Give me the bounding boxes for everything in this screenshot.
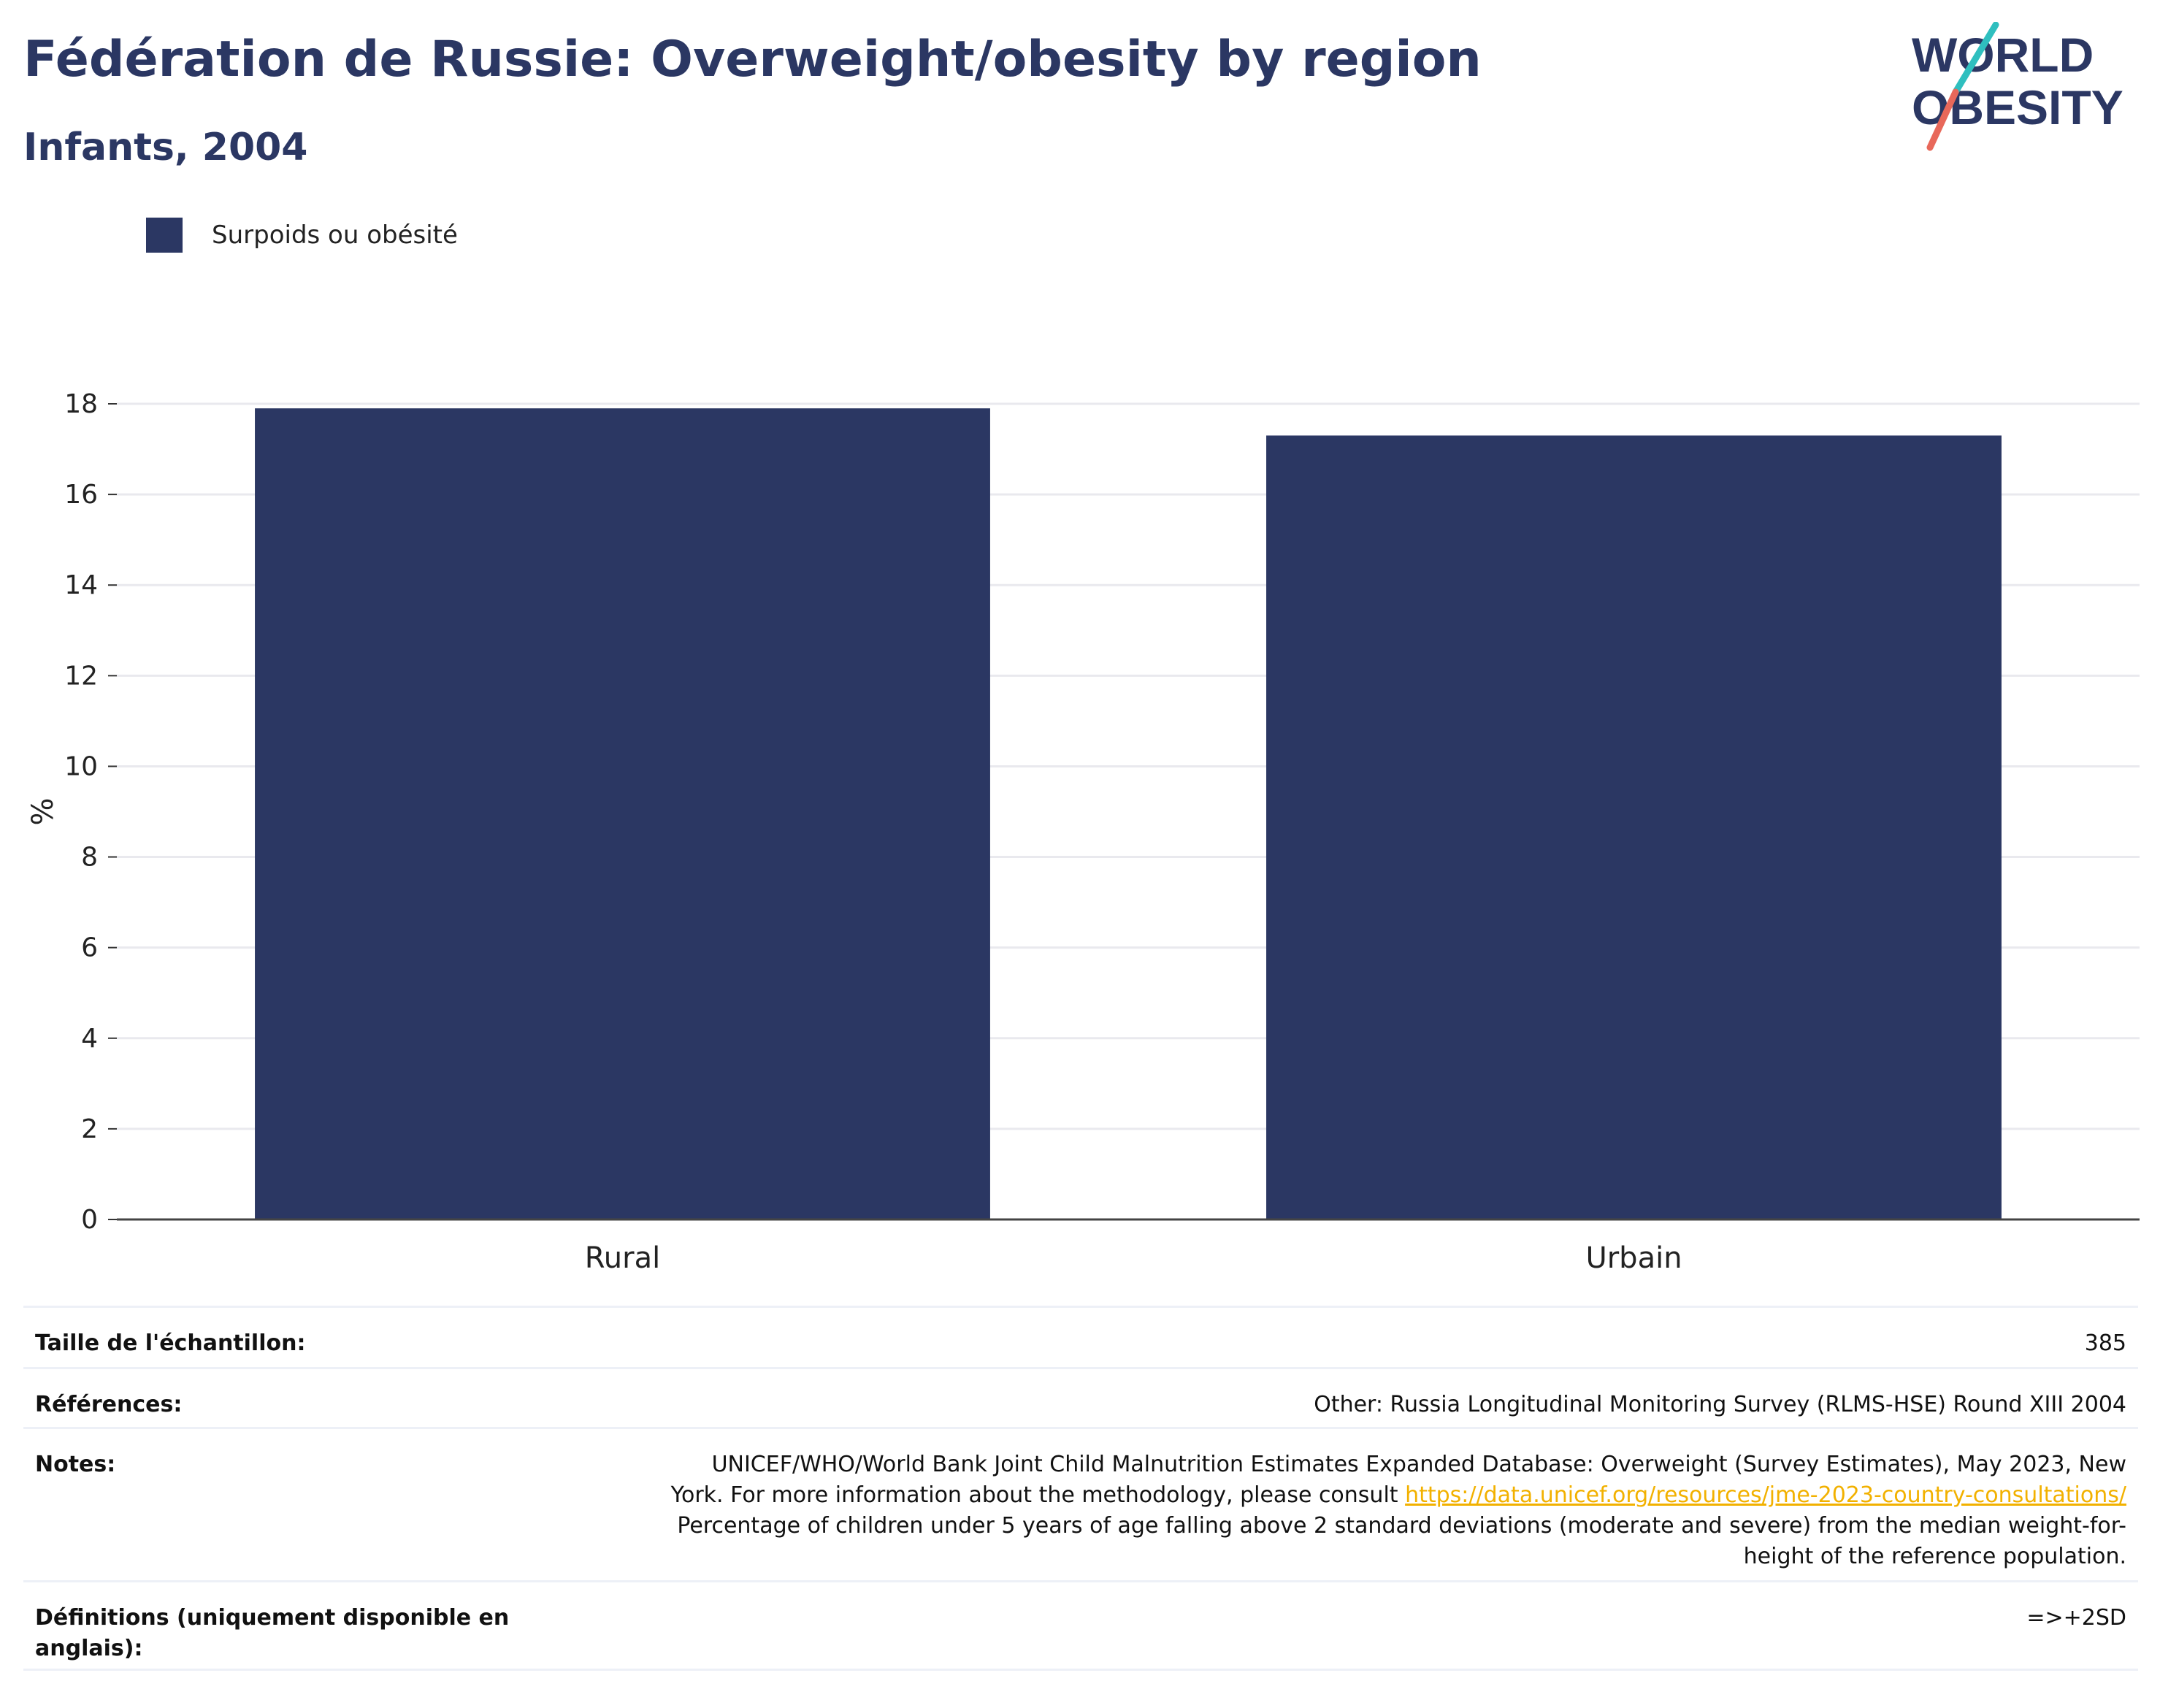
logo-line1: WORLD xyxy=(1912,28,2094,82)
notes-label: Notes: xyxy=(35,1452,116,1477)
sample-size-row: Taille de l'échantillon: 385 xyxy=(23,1306,2138,1367)
notes-link[interactable]: https://data.unicef.org/resources/jme-20… xyxy=(1405,1482,2126,1508)
notes-line4: height of the reference population. xyxy=(1743,1544,2126,1569)
chart-subtitle: Infants, 2004 xyxy=(23,126,308,169)
references-value: Other: Russia Longitudinal Monitoring Su… xyxy=(1314,1392,2126,1417)
legend-swatch xyxy=(146,218,183,253)
y-tick-label: 18 xyxy=(64,389,98,419)
notes-row: Notes: UNICEF/WHO/World Bank Joint Child… xyxy=(23,1427,2138,1580)
legend-label: Surpoids ou obésité xyxy=(212,221,458,250)
y-tick-label: 4 xyxy=(81,1024,98,1054)
y-tick-label: 2 xyxy=(81,1114,98,1144)
world-obesity-logo: WORLD OBESITY xyxy=(1912,22,2123,151)
notes-line3: Percentage of children under 5 years of … xyxy=(677,1513,2126,1539)
bar xyxy=(1266,435,2002,1219)
y-axis-label: % xyxy=(26,797,60,825)
y-tick-label: 6 xyxy=(81,933,98,963)
y-tick-label: 8 xyxy=(81,843,98,873)
notes-line2: York. For more information about the met… xyxy=(671,1480,2126,1511)
y-tick-label: 16 xyxy=(64,480,98,510)
notes-value: UNICEF/WHO/World Bank Joint Child Malnut… xyxy=(671,1449,2126,1572)
notes-line1: UNICEF/WHO/World Bank Joint Child Malnut… xyxy=(711,1452,2126,1477)
notes-line2-text: York. For more information about the met… xyxy=(670,1482,1398,1508)
y-tick-label: 0 xyxy=(81,1205,98,1235)
logo-slash-bottom xyxy=(1926,88,1959,151)
references-label: Références: xyxy=(35,1392,183,1417)
legend: Surpoids ou obésité xyxy=(146,216,458,254)
sample-size-label: Taille de l'échantillon: xyxy=(35,1330,306,1356)
logo-slash-top xyxy=(1952,22,1999,96)
bar xyxy=(255,408,990,1219)
chart-title: Fédération de Russie: Overweight/obesity… xyxy=(23,31,1482,88)
definitions-value: =>+2SD xyxy=(2026,1605,2126,1631)
y-tick-label: 14 xyxy=(64,570,98,600)
definitions-row: Définitions (uniquement disponible en an… xyxy=(23,1580,2138,1671)
y-tick-label: 10 xyxy=(64,751,98,781)
definitions-label: Définitions (uniquement disponible en an… xyxy=(35,1605,510,1661)
info-table: Taille de l'échantillon: 385 Références:… xyxy=(23,1306,2138,1671)
sample-size-value: 385 xyxy=(2084,1330,2126,1356)
x-tick-label: Rural xyxy=(585,1241,660,1275)
y-tick-label: 12 xyxy=(64,661,98,691)
references-row: Références: Other: Russia Longitudinal M… xyxy=(23,1367,2138,1427)
x-tick-label: Urbain xyxy=(1585,1241,1682,1275)
bar-chart: 0 2 4 6 8 10 12 14 16 18% Rural Urbain xyxy=(26,389,2140,1275)
